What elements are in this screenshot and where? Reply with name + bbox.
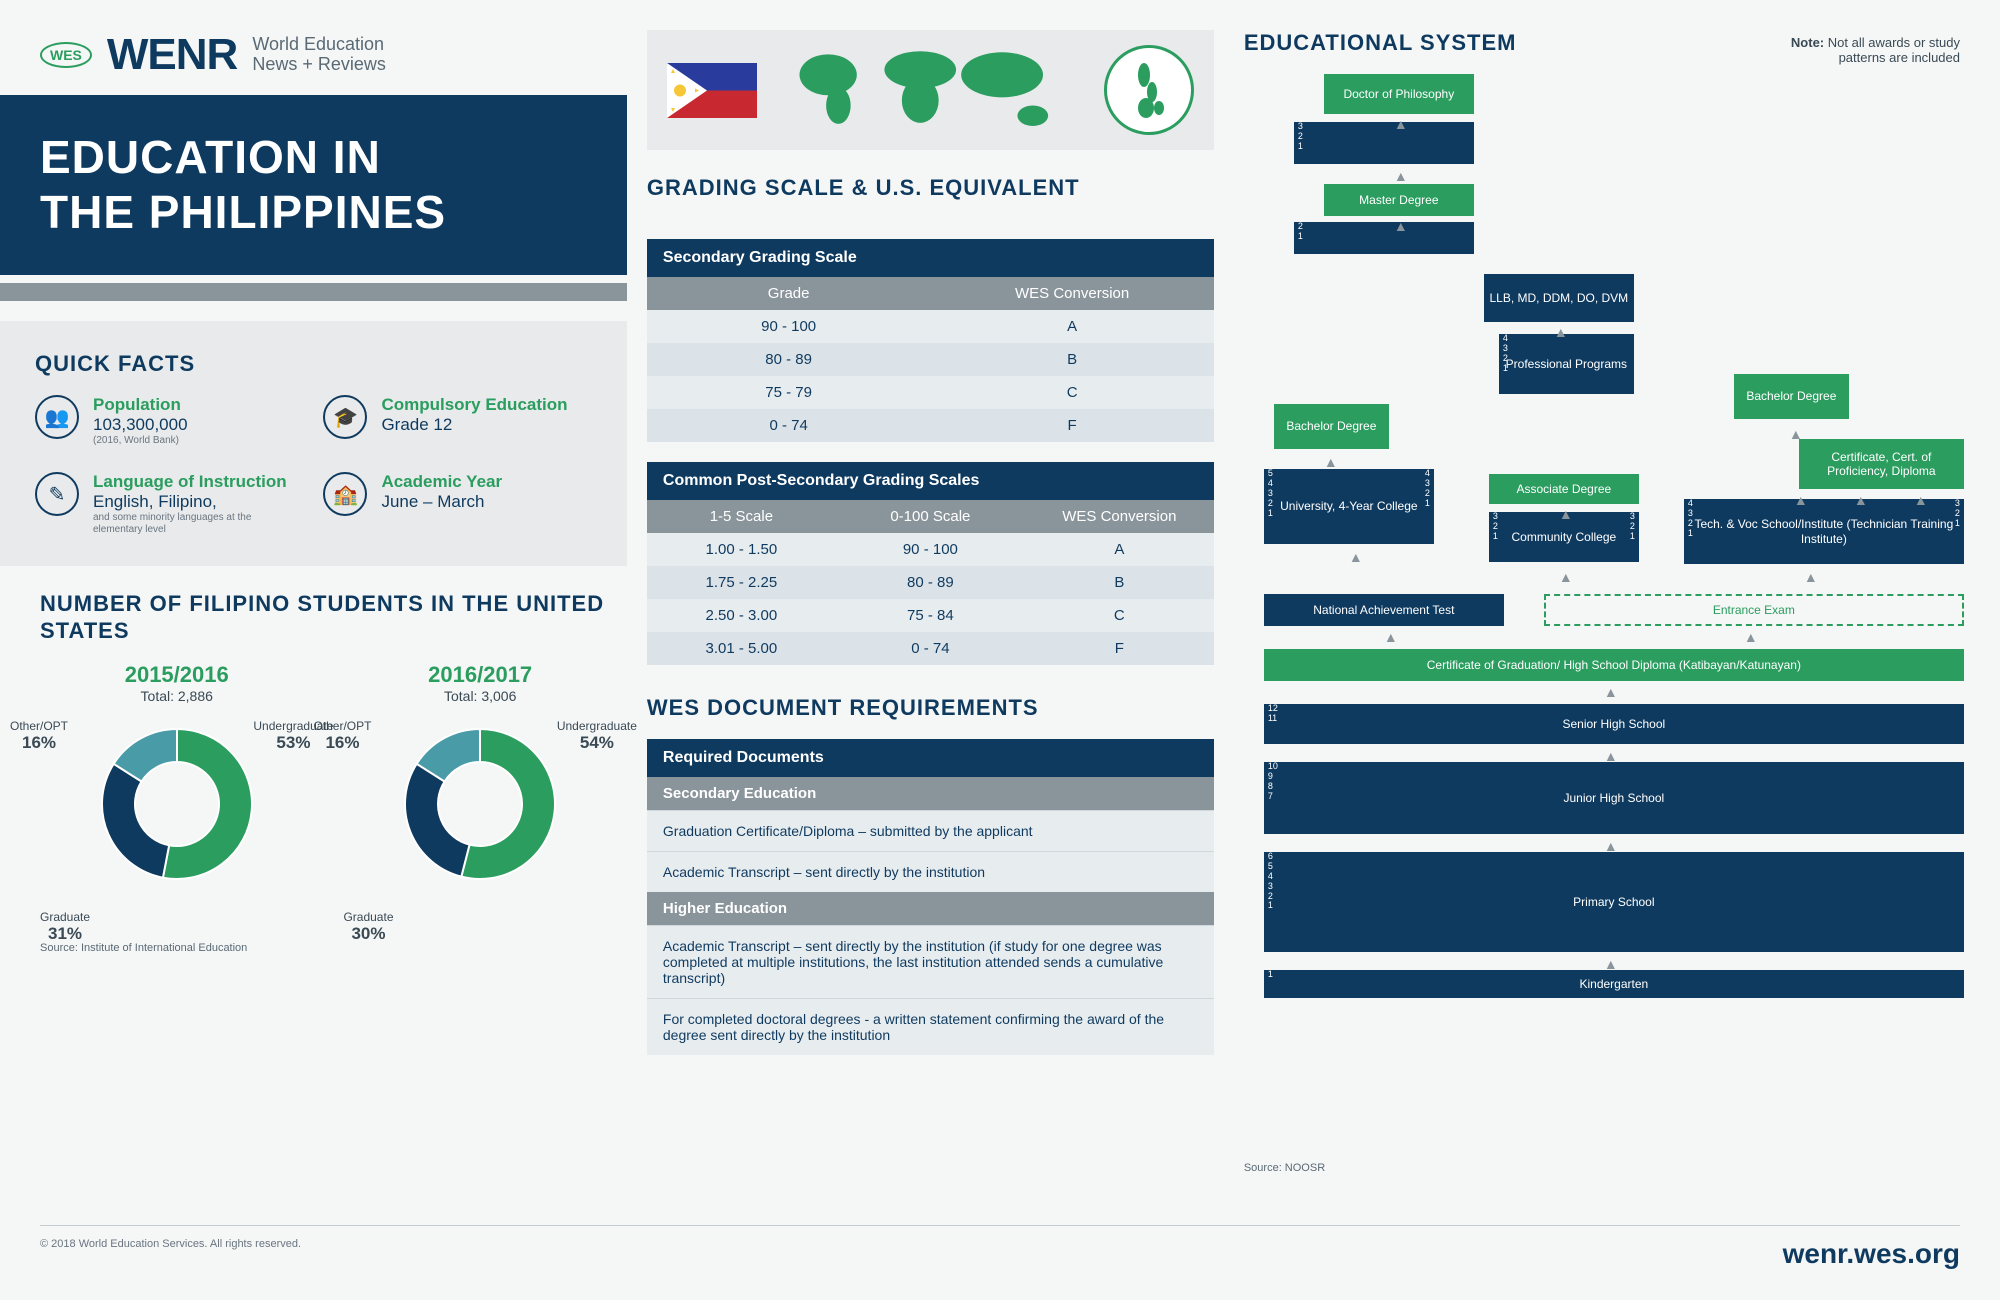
arrow-icon: ▲ — [1394, 168, 1408, 184]
philippines-flag — [667, 63, 757, 118]
donut-chart-1: 2016/2017Total: 3,006 Undergraduate54% G… — [343, 662, 616, 934]
edu-block: Entrance Exam — [1544, 594, 1964, 626]
edu-block: 10987Junior High School — [1264, 762, 1964, 834]
edu-block: 654321Primary School — [1264, 852, 1964, 952]
post-secondary-grading-table: Common Post-Secondary Grading Scales 1-5… — [647, 462, 1214, 665]
arrow-icon: ▲ — [1604, 684, 1618, 700]
edu-block: LLB, MD, DDM, DO, DVM — [1484, 274, 1634, 322]
edu-block: Certificate, Cert. of Proficiency, Diplo… — [1799, 439, 1964, 489]
edu-block: National Achievement Test — [1264, 594, 1504, 626]
fact-population: 👥 Population103,300,000(2016, World Bank… — [35, 395, 303, 447]
country-highlight — [1104, 45, 1194, 135]
edu-block: Bachelor Degree — [1274, 404, 1389, 449]
arrow-icon: ▲ — [1559, 569, 1573, 585]
doc-item: Academic Transcript – sent directly by t… — [647, 925, 1214, 998]
table-row: 80 - 89B — [647, 343, 1214, 376]
edu-block: 21 — [1294, 222, 1474, 254]
wes-badge: WES — [40, 42, 92, 68]
table-row: 1.00 - 1.5090 - 100A — [647, 533, 1214, 566]
edu-block: Doctor of Philosophy — [1324, 74, 1474, 114]
table-row: 1.75 - 2.2580 - 89B — [647, 566, 1214, 599]
copyright: © 2018 World Education Services. All rig… — [40, 1238, 301, 1270]
arrow-icon: ▲ — [1804, 569, 1818, 585]
footer: © 2018 World Education Services. All rig… — [40, 1225, 1960, 1270]
quick-facts: QUICK FACTS 👥 Population103,300,000(2016… — [0, 321, 627, 566]
quick-facts-title: QUICK FACTS — [35, 351, 592, 377]
docs-table: Required Documents Secondary EducationGr… — [647, 739, 1214, 1055]
edu-block: Bachelor Degree — [1734, 374, 1849, 419]
world-map-icon — [777, 39, 1084, 141]
donut-chart-0: 2015/2016Total: 2,886 Undergraduate53% G… — [40, 662, 313, 934]
arrow-icon: ▲ — [1554, 324, 1568, 340]
edu-block: 1211Senior High School — [1264, 704, 1964, 744]
arrow-icon: ▲ — [1794, 492, 1808, 508]
edu-note: Note: Not all awards or study patterns a… — [1780, 35, 1960, 65]
arrow-icon: ▲ — [1559, 506, 1573, 522]
table-row: 3.01 - 5.000 - 74F — [647, 632, 1214, 665]
edu-block: 4321Professional Programs — [1499, 334, 1634, 394]
philippines-icon — [1124, 60, 1174, 120]
fact-compulsory: 🎓 Compulsory EducationGrade 12 — [323, 395, 591, 447]
school-icon: 🏫 — [323, 472, 367, 516]
table-row: 90 - 100A — [647, 310, 1214, 343]
students-source: Source: Institute of International Educa… — [40, 942, 617, 954]
logo-row: WES WENR World Education News + Reviews — [40, 30, 617, 80]
arrow-icon: ▲ — [1914, 492, 1928, 508]
secondary-grading-table: Secondary Grading Scale GradeWES Convers… — [647, 239, 1214, 442]
edu-block: 1Kindergarten — [1264, 970, 1964, 998]
edu-system-title: EDUCATIONAL SYSTEM — [1244, 30, 1517, 56]
edu-block: 321 — [1294, 122, 1474, 164]
fact-academic-year: 🏫 Academic YearJune – March — [323, 472, 591, 536]
brand-subtitle: World Education News + Reviews — [252, 35, 386, 75]
arrow-icon: ▲ — [1854, 492, 1868, 508]
site-url: wenr.wes.org — [1783, 1238, 1960, 1270]
table-row: 2.50 - 3.0075 - 84C — [647, 599, 1214, 632]
fact-language: ✎ Language of InstructionEnglish, Filipi… — [35, 472, 303, 536]
doc-subheader: Higher Education — [647, 892, 1214, 925]
edu-block: Master Degree — [1324, 184, 1474, 216]
arrow-icon: ▲ — [1394, 218, 1408, 234]
graduation-icon: 🎓 — [323, 395, 367, 439]
doc-item: For completed doctoral degrees - a writt… — [647, 998, 1214, 1055]
brand-name: WENR — [107, 30, 237, 80]
edu-block: 4321Tech. & Voc School/Institute (Techni… — [1684, 499, 1964, 564]
grading-title: GRADING SCALE & U.S. EQUIVALENT — [647, 175, 1214, 201]
arrow-icon: ▲ — [1604, 838, 1618, 854]
arrow-icon: ▲ — [1789, 426, 1803, 442]
arrow-icon: ▲ — [1744, 629, 1758, 645]
doc-subheader: Secondary Education — [647, 777, 1214, 810]
arrow-icon: ▲ — [1394, 116, 1408, 132]
arrow-icon: ▲ — [1349, 549, 1363, 565]
arrow-icon: ▲ — [1324, 454, 1338, 470]
doc-item: Academic Transcript – sent directly by t… — [647, 851, 1214, 892]
arrow-icon: ▲ — [1604, 748, 1618, 764]
students-title: NUMBER OF FILIPINO STUDENTS IN THE UNITE… — [40, 591, 617, 644]
edu-diagram: Doctor of Philosophy 321 Master Degree 21 LL… — [1244, 74, 1960, 1154]
arrow-icon: ▲ — [1604, 956, 1618, 972]
table-row: 0 - 74F — [647, 409, 1214, 442]
language-icon: ✎ — [35, 472, 79, 516]
arrow-icon: ▲ — [1384, 629, 1398, 645]
map-bar — [647, 30, 1214, 150]
main-title: EDUCATION INTHE PHILIPPINES — [0, 95, 627, 275]
students-section: NUMBER OF FILIPINO STUDENTS IN THE UNITE… — [40, 591, 617, 954]
edu-block: Associate Degree — [1489, 474, 1639, 504]
title-stripe — [0, 283, 627, 301]
table-row: 75 - 79C — [647, 376, 1214, 409]
people-icon: 👥 — [35, 395, 79, 439]
edu-block: 54321University, 4-Year College4321 — [1264, 469, 1434, 544]
edu-block: Certificate of Graduation/ High School D… — [1264, 649, 1964, 681]
docs-title: WES DOCUMENT REQUIREMENTS — [647, 695, 1214, 721]
doc-item: Graduation Certificate/Diploma – submitt… — [647, 810, 1214, 851]
edu-source: Source: NOOSR — [1244, 1162, 1960, 1174]
